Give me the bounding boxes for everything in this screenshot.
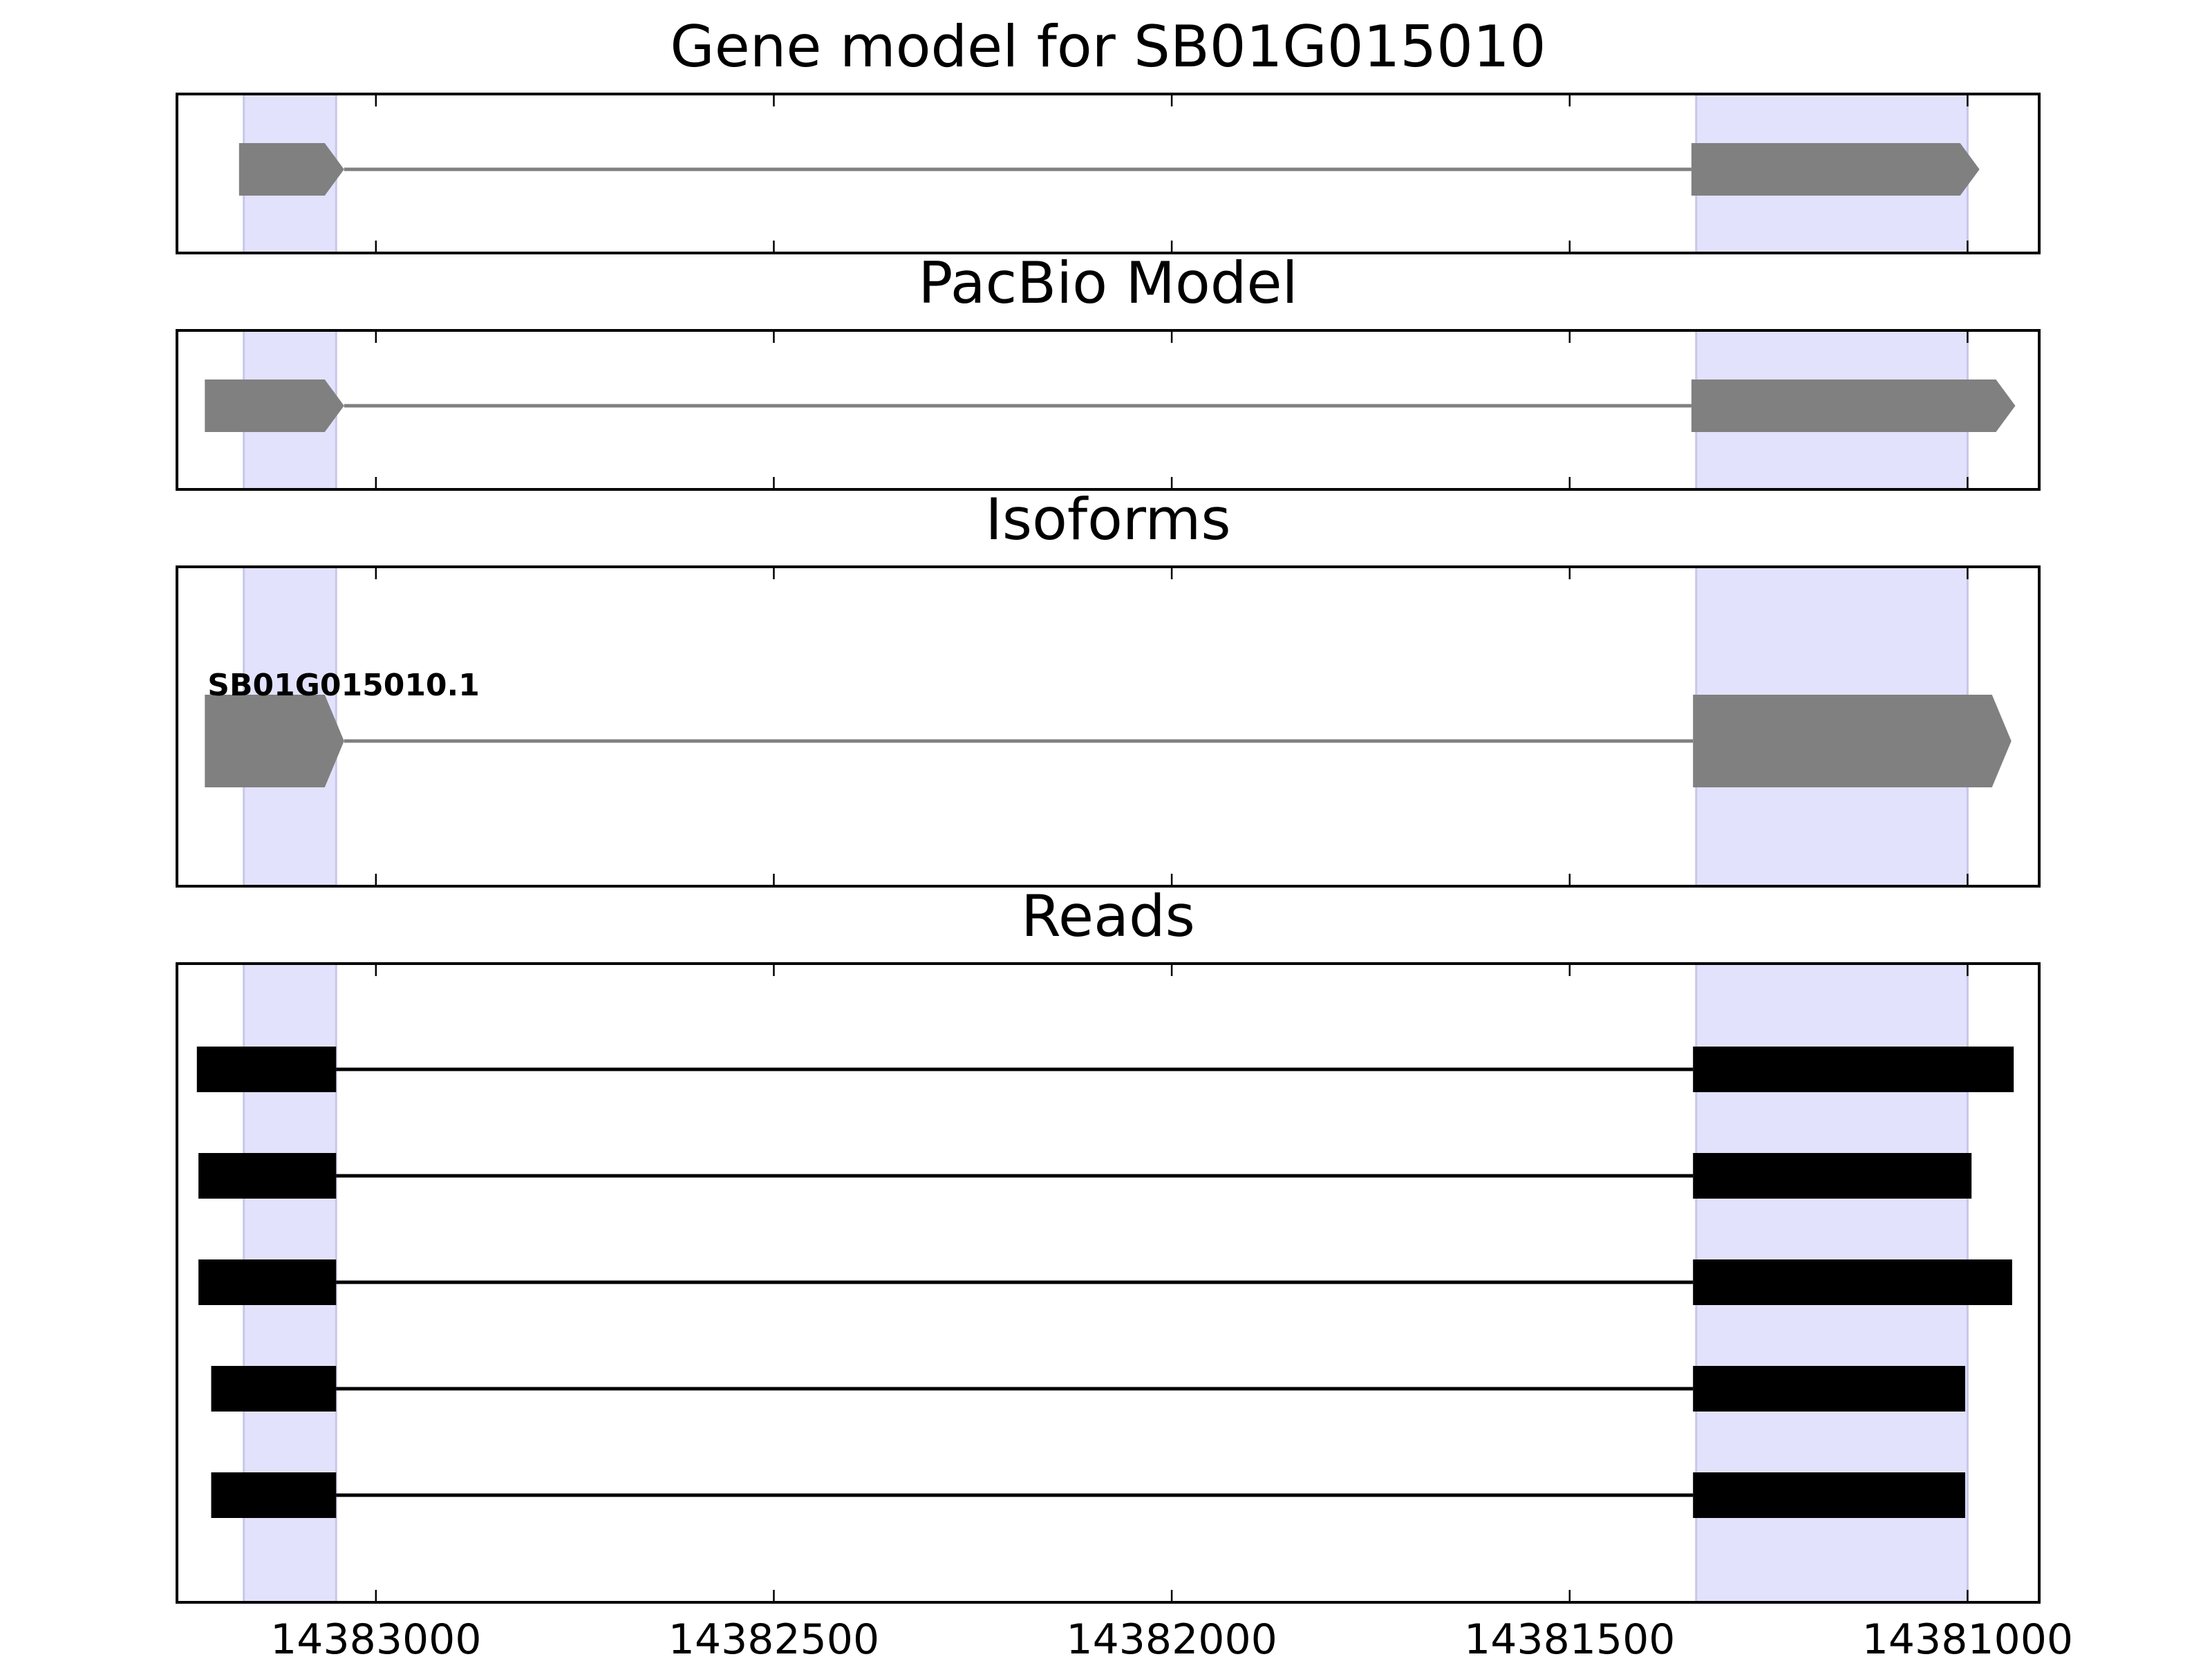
panel-frame: [176, 329, 2041, 491]
panel-title: Isoforms: [985, 486, 1230, 553]
model-exon: [205, 379, 344, 432]
model-exon: [1691, 143, 1980, 196]
x-tick-label: 14382500: [668, 1615, 879, 1659]
read-exon: [1693, 1153, 1972, 1199]
panel-frame: [176, 93, 2041, 254]
panel-frame: [176, 962, 2041, 1604]
x-tick-label: 14381000: [1862, 1615, 2073, 1659]
panel-title: Reads: [1021, 883, 1195, 950]
read-exon: [211, 1366, 337, 1412]
read-exon: [198, 1153, 337, 1199]
x-tick-label: 14381500: [1464, 1615, 1675, 1659]
isoform-exon: [205, 695, 344, 787]
read-exon: [1693, 1366, 1965, 1412]
x-tick-label: 14382000: [1066, 1615, 1277, 1659]
read-exon: [196, 1047, 337, 1092]
model-exon: [1691, 379, 2016, 432]
model-exon: [238, 143, 344, 196]
read-exon: [1693, 1047, 2014, 1092]
isoform-label: SB01G015010.1: [207, 668, 480, 703]
read-exon: [198, 1259, 337, 1305]
panel-title: Gene model for SB01G015010: [670, 13, 1546, 80]
panel-title: PacBio Model: [918, 250, 1297, 317]
x-tick-label: 14383000: [270, 1615, 481, 1659]
isoform-exon: [1693, 695, 2012, 787]
panel-frame: [176, 565, 2041, 888]
read-exon: [1693, 1472, 1965, 1518]
read-exon: [1693, 1259, 2012, 1305]
read-exon: [211, 1472, 337, 1518]
